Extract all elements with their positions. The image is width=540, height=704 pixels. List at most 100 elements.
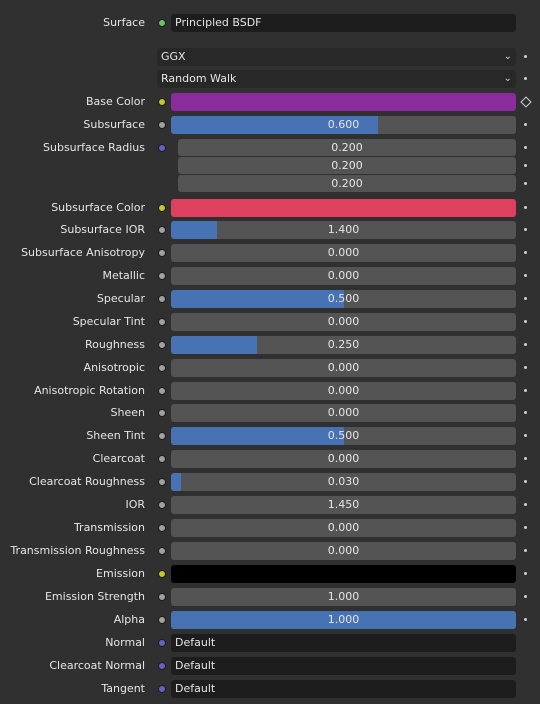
- animate-dot-icon[interactable]: [524, 206, 527, 209]
- animate-dot-icon[interactable]: [524, 297, 527, 300]
- roughness-row: Roughness 0.250: [0, 336, 540, 354]
- base-color-row: Base Color: [0, 93, 540, 111]
- anisotropic-rotation-socket-icon[interactable]: [158, 387, 166, 395]
- transmission-roughness-socket-icon[interactable]: [158, 547, 166, 555]
- tangent-socket-icon[interactable]: [158, 685, 166, 693]
- clearcoat-slider[interactable]: 0.000: [171, 450, 516, 468]
- surface-shader-field[interactable]: Principled BSDF: [171, 14, 516, 32]
- anisotropic-rotation-slider[interactable]: 0.000: [171, 382, 516, 400]
- sheen-tint-slider[interactable]: 0.500: [171, 427, 516, 445]
- sheen-socket-icon[interactable]: [158, 409, 166, 417]
- distribution-select[interactable]: GGX ⌄: [157, 48, 516, 66]
- subsurface-ior-slider[interactable]: 1.400: [171, 221, 516, 239]
- emission-strength-slider[interactable]: 1.000: [171, 588, 516, 606]
- animate-dot-icon[interactable]: [524, 320, 527, 323]
- subsurface-anisotropy-slider[interactable]: 0.000: [171, 244, 516, 262]
- subsurface-anisotropy-socket-icon[interactable]: [158, 249, 166, 257]
- subsurface-radius-y-field[interactable]: 0.200: [178, 157, 516, 174]
- animate-dot-icon[interactable]: [524, 366, 527, 369]
- subsurface-radius-y: 0.200: [331, 159, 363, 172]
- sheen-slider[interactable]: 0.000: [171, 404, 516, 422]
- normal-field[interactable]: Default: [171, 634, 516, 652]
- animate-dot-icon[interactable]: [524, 526, 527, 529]
- surface-shader-value: Principled BSDF: [175, 16, 262, 29]
- sheen-value: 0.000: [327, 406, 360, 419]
- anisotropic-rotation-value: 0.000: [327, 384, 360, 397]
- animate-dot-icon[interactable]: [524, 595, 527, 598]
- clearcoat-normal-label: Clearcoat Normal: [49, 659, 145, 672]
- animate-dot-icon[interactable]: [524, 618, 527, 621]
- tangent-label: Tangent: [101, 682, 145, 695]
- clearcoat-socket-icon[interactable]: [158, 455, 166, 463]
- animate-dot-icon[interactable]: [524, 182, 527, 185]
- alpha-socket-icon[interactable]: [158, 616, 166, 624]
- animate-dot-icon[interactable]: [524, 55, 527, 58]
- anisotropic-socket-icon[interactable]: [158, 364, 166, 372]
- ior-row: IOR 1.450: [0, 496, 540, 514]
- normal-value: Default: [175, 636, 216, 649]
- anisotropic-slider[interactable]: 0.000: [171, 359, 516, 377]
- sheen-tint-label: Sheen Tint: [86, 429, 145, 442]
- normal-row: Normal Default: [0, 634, 540, 652]
- emission-color-swatch[interactable]: [171, 565, 516, 583]
- subsurface-color-socket-icon[interactable]: [158, 204, 166, 212]
- subsurface-color-swatch[interactable]: [171, 199, 516, 217]
- transmission-row: Transmission 0.000: [0, 519, 540, 537]
- subsurface-slider[interactable]: 0.600: [171, 116, 516, 134]
- animate-dot-icon[interactable]: [524, 549, 527, 552]
- subsurface-radius-x-field[interactable]: 0.200: [178, 139, 516, 156]
- animate-dot-icon[interactable]: [524, 572, 527, 575]
- animate-dot-icon[interactable]: [524, 251, 527, 254]
- base-color-label: Base Color: [85, 95, 145, 108]
- metallic-socket-icon[interactable]: [158, 272, 166, 280]
- animate-dot-icon[interactable]: [524, 503, 527, 506]
- chevron-down-icon: ⌄: [503, 51, 512, 62]
- animate-dot-icon[interactable]: [524, 146, 527, 149]
- ior-socket-icon[interactable]: [158, 501, 166, 509]
- tangent-field[interactable]: Default: [171, 680, 516, 698]
- roughness-socket-icon[interactable]: [158, 341, 166, 349]
- subsurface-radius-z-field[interactable]: 0.200: [178, 175, 516, 192]
- ior-slider[interactable]: 1.450: [171, 496, 516, 514]
- specular-tint-socket-icon[interactable]: [158, 318, 166, 326]
- transmission-socket-icon[interactable]: [158, 524, 166, 532]
- base-color-swatch[interactable]: [171, 93, 516, 111]
- specular-slider[interactable]: 0.500: [171, 290, 516, 308]
- subsurface-method-select[interactable]: Random Walk ⌄: [157, 70, 516, 88]
- animate-dot-icon[interactable]: [524, 164, 527, 167]
- alpha-slider[interactable]: 1.000: [171, 611, 516, 629]
- specular-tint-slider[interactable]: 0.000: [171, 313, 516, 331]
- specular-socket-icon[interactable]: [158, 295, 166, 303]
- subsurface-socket-icon[interactable]: [158, 121, 166, 129]
- animate-dot-icon[interactable]: [524, 480, 527, 483]
- clearcoat-roughness-slider[interactable]: 0.030: [171, 473, 516, 491]
- transmission-roughness-slider[interactable]: 0.000: [171, 542, 516, 560]
- animate-dot-icon[interactable]: [524, 434, 527, 437]
- emission-strength-socket-icon[interactable]: [158, 593, 166, 601]
- base-color-socket-icon[interactable]: [158, 98, 166, 106]
- animate-dot-icon[interactable]: [524, 228, 527, 231]
- animate-dot-icon[interactable]: [524, 343, 527, 346]
- clearcoat-roughness-socket-icon[interactable]: [158, 478, 166, 486]
- metallic-slider[interactable]: 0.000: [171, 267, 516, 285]
- surface-socket-icon[interactable]: [158, 19, 166, 27]
- subsurface-row: Subsurface 0.600: [0, 116, 540, 134]
- normal-socket-icon[interactable]: [158, 639, 166, 647]
- sheen-tint-socket-icon[interactable]: [158, 432, 166, 440]
- emission-socket-icon[interactable]: [158, 570, 166, 578]
- animate-dot-icon[interactable]: [524, 123, 527, 126]
- animate-dot-icon[interactable]: [524, 389, 527, 392]
- animate-dot-icon[interactable]: [524, 77, 527, 80]
- clearcoat-normal-socket-icon[interactable]: [158, 662, 166, 670]
- roughness-slider[interactable]: 0.250: [171, 336, 516, 354]
- subsurface-radius-socket-icon[interactable]: [158, 144, 166, 152]
- anisotropic-value: 0.000: [327, 361, 360, 374]
- animate-dot-icon[interactable]: [524, 274, 527, 277]
- subsurface-anisotropy-row: Subsurface Anisotropy 0.000: [0, 244, 540, 262]
- animate-dot-icon[interactable]: [524, 411, 527, 414]
- transmission-slider[interactable]: 0.000: [171, 519, 516, 537]
- animate-dot-icon[interactable]: [524, 457, 527, 460]
- clearcoat-normal-field[interactable]: Default: [171, 657, 516, 675]
- keyframe-diamond-icon[interactable]: [520, 96, 532, 108]
- subsurface-ior-socket-icon[interactable]: [158, 226, 166, 234]
